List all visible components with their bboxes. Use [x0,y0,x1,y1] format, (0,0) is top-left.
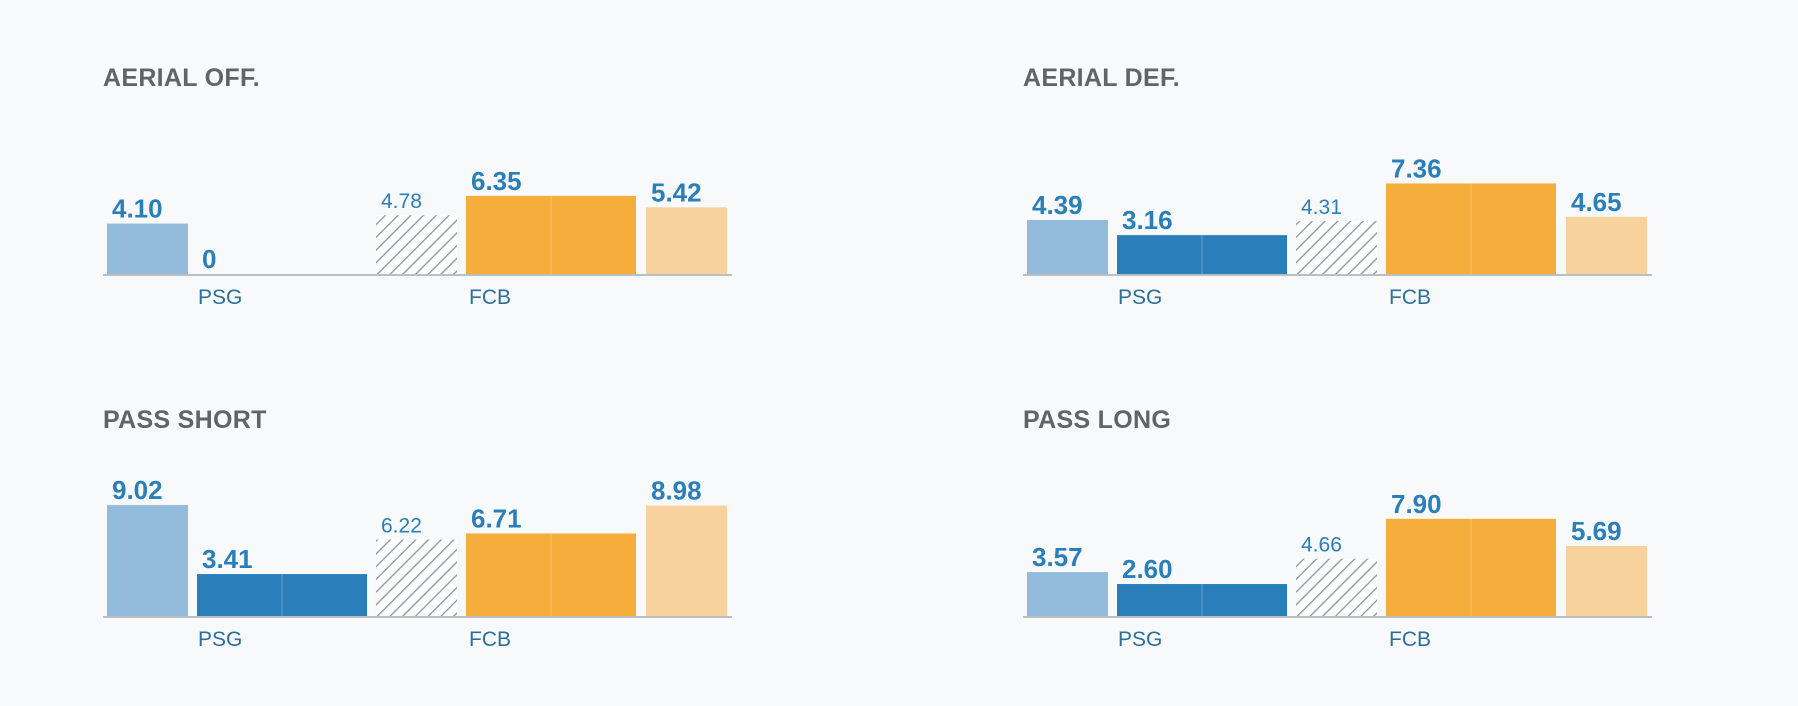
team-label: FCB [469,628,511,651]
bar-fcb-light [646,207,727,274]
bar-fcb-hatch [376,215,457,274]
value-label: 5.42 [651,177,702,207]
chart-title: PASS SHORT [103,406,267,434]
value-label: 3.16 [1122,205,1173,235]
value-label: 3.41 [202,544,253,574]
value-label: 6.35 [471,166,522,196]
value-label: 7.90 [1391,489,1442,519]
value-label: 4.39 [1032,190,1083,220]
team-label: PSG [198,286,242,309]
value-label: 6.22 [381,514,422,537]
team-label: FCB [469,286,511,309]
chart-title: AERIAL DEF. [1023,64,1181,92]
bar-fcb-light [1566,216,1647,274]
team-label: PSG [198,628,242,651]
value-label: 3.57 [1032,542,1083,572]
bar-fcb-hatch [1296,220,1377,274]
bar-fcb-hatch [1296,558,1377,616]
bar-psg-light [1027,572,1108,616]
bar-psg-dark [197,574,367,616]
chart-panel-aerial-off: AERIAL OFF. 4.10 0 4.78 6.35 5.42 PSG FCB [103,64,803,364]
bar-fcb-light [1566,546,1647,616]
bar-chart: 9.02 3.41 6.22 6.71 8.98 PSG FCB [103,475,732,651]
bar-psg-light [107,223,188,274]
bar-fcb-dark [1386,518,1556,616]
bar-fcb-hatch [376,539,457,616]
chart-title: PASS LONG [1023,406,1172,434]
value-label: 0 [202,244,216,274]
team-label: FCB [1389,286,1431,309]
team-label: PSG [1118,628,1162,651]
bar-chart: 3.57 2.60 4.66 7.90 5.69 PSG FCB [1023,489,1652,651]
chart-panel-aerial-def: AERIAL DEF. 4.39 3.16 4.31 7.36 4.65 PSG FCB [1023,64,1723,364]
value-label: 8.98 [651,476,702,506]
bar-fcb-dark [466,533,636,616]
bar-psg-dark [1117,235,1287,274]
team-label: PSG [1118,286,1162,309]
value-label: 4.65 [1571,187,1622,217]
bar-fcb-dark [466,195,636,274]
value-label: 4.31 [1301,196,1342,219]
bar-psg-light [1027,220,1108,274]
team-label: FCB [1389,628,1431,651]
bar-chart: 4.10 0 4.78 6.35 5.42 PSG FCB [103,166,732,309]
value-label: 5.69 [1571,516,1622,546]
value-label: 6.71 [471,503,522,533]
bar-psg-dark [1117,584,1287,616]
value-label: 4.66 [1301,534,1342,557]
chart-panel-pass-long: PASS LONG 3.57 2.60 4.66 7.90 5.69 PSG FCB [1023,406,1723,706]
value-label: 9.02 [112,475,163,505]
chart-title: AERIAL OFF. [103,64,261,92]
bar-psg-light [107,505,188,616]
bar-fcb-light [646,505,727,616]
value-label: 4.10 [112,194,163,224]
value-label: 4.78 [381,190,422,213]
value-label: 7.36 [1391,153,1442,183]
bar-chart: 4.39 3.16 4.31 7.36 4.65 PSG FCB [1023,153,1652,309]
bar-fcb-dark [1386,183,1556,274]
chart-panel-pass-short: PASS SHORT 9.02 3.41 6.22 6.71 8.98 PSG FCB [103,406,803,706]
value-label: 2.60 [1122,554,1173,584]
